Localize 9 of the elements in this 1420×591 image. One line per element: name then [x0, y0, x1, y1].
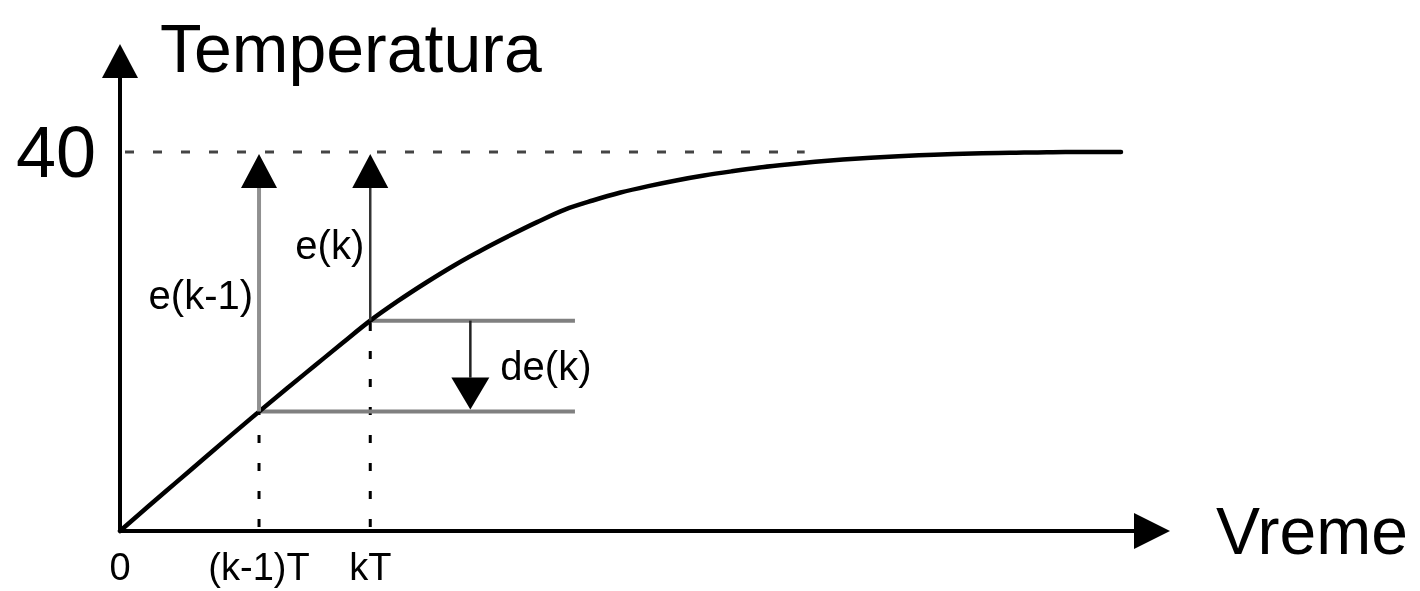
y-axis-title: Temperatura	[160, 10, 542, 86]
annotation: de(k)	[500, 344, 592, 389]
annotation: e(k-1)	[148, 272, 254, 317]
text: 40	[15, 112, 96, 192]
x-axis-title: Vreme	[1216, 494, 1408, 568]
x-tick-label: kT	[349, 546, 392, 588]
annotation: e(k)	[295, 222, 365, 267]
x-tick-label: (k-1)T	[208, 546, 310, 588]
x-tick-label: 0	[109, 546, 131, 588]
